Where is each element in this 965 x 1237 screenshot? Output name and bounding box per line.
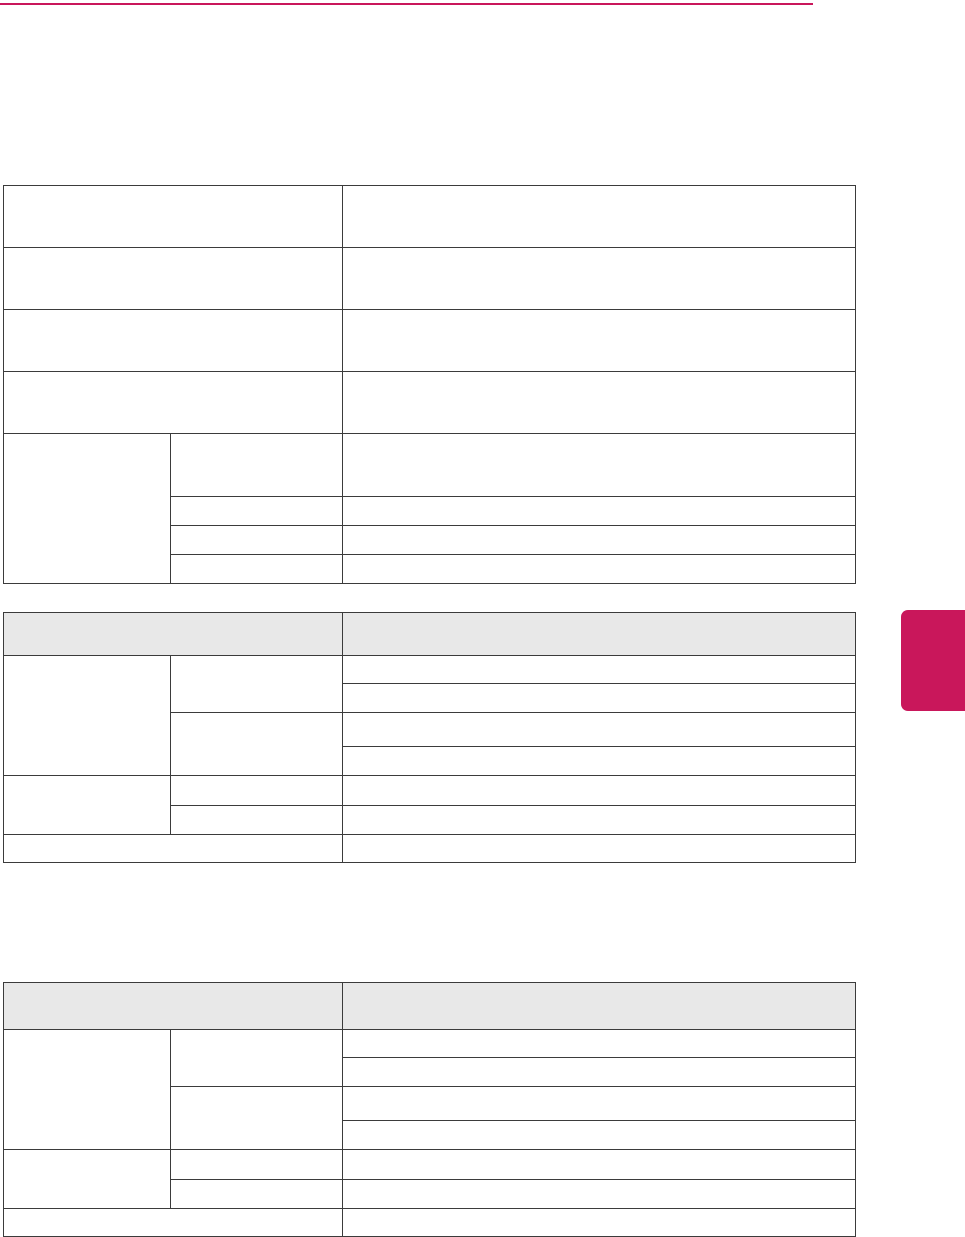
format-value-cell xyxy=(342,1149,856,1180)
spec-label-cell xyxy=(3,371,343,434)
table-row xyxy=(4,746,856,776)
spec-value-cell xyxy=(342,496,856,526)
format-value-cell xyxy=(342,712,856,747)
table-row xyxy=(4,804,856,835)
format-sublabel-cell xyxy=(170,804,343,835)
table-row xyxy=(3,1029,856,1150)
spec-sublabel-cell xyxy=(170,433,343,497)
table-row xyxy=(4,683,856,713)
spec-value-cell xyxy=(342,554,856,584)
format-value-cell xyxy=(342,1120,856,1150)
spec-group-cell xyxy=(3,433,171,584)
table-row xyxy=(3,1208,856,1237)
table-row xyxy=(4,554,856,584)
spec-sublabel-cell xyxy=(170,554,343,584)
column-header-right xyxy=(342,612,856,656)
format-sublabel-cell xyxy=(170,1178,343,1209)
table-row xyxy=(4,1178,856,1209)
format-value-cell xyxy=(342,804,856,835)
format-group-cell xyxy=(3,655,171,776)
table-row xyxy=(4,1120,856,1150)
table-row xyxy=(4,525,856,555)
spec-value-cell xyxy=(342,247,856,310)
spec-sublabel-cell xyxy=(170,496,343,526)
table-row xyxy=(3,775,856,835)
format-sublabel-cell xyxy=(170,655,343,713)
table-row xyxy=(3,834,856,863)
spec-label-cell xyxy=(3,247,343,310)
format-group-cell xyxy=(3,1029,171,1150)
spec-value-cell xyxy=(342,371,856,434)
column-header-left xyxy=(3,982,343,1030)
format-value-cell xyxy=(342,1029,856,1058)
format-group-cell xyxy=(3,775,171,835)
table-header-row xyxy=(3,982,856,1030)
format-group-cell xyxy=(3,1149,171,1209)
format-value-cell xyxy=(342,1208,856,1237)
column-header-left xyxy=(3,612,343,656)
table-row xyxy=(4,1086,856,1150)
spec-label-cell xyxy=(3,309,343,372)
spec-value-cell xyxy=(342,185,856,248)
table-row xyxy=(3,185,856,248)
format-value-cell xyxy=(342,746,856,776)
table-row xyxy=(3,433,856,584)
format-label-cell xyxy=(3,834,343,863)
format-value-cell xyxy=(342,775,856,806)
spec-value-cell xyxy=(342,309,856,372)
format-value-cell xyxy=(342,1178,856,1209)
table-row xyxy=(3,247,856,310)
format-sublabel-cell xyxy=(170,1086,343,1150)
table-row xyxy=(3,1149,856,1209)
format-value-cell xyxy=(342,1057,856,1087)
spec-label-cell xyxy=(3,185,343,248)
page-header-rule xyxy=(0,3,813,5)
format-label-cell xyxy=(3,1208,343,1237)
video-format-table-lower xyxy=(3,982,856,1237)
table-row xyxy=(3,309,856,372)
table-row xyxy=(3,655,856,776)
column-header-right xyxy=(342,982,856,1030)
format-sublabel-cell xyxy=(170,712,343,776)
format-value-cell xyxy=(342,655,856,684)
format-value-cell xyxy=(342,1086,856,1121)
table-row xyxy=(3,371,856,434)
product-spec-table xyxy=(3,185,856,584)
format-sublabel-cell xyxy=(170,1149,343,1180)
table-row xyxy=(4,712,856,776)
spec-value-cell xyxy=(342,525,856,555)
spec-value-cell xyxy=(342,433,856,497)
video-format-table-upper xyxy=(3,612,856,863)
table-header-row xyxy=(3,612,856,656)
format-sublabel-cell xyxy=(170,775,343,806)
chapter-side-tab xyxy=(901,610,965,711)
format-value-cell xyxy=(342,834,856,863)
format-sublabel-cell xyxy=(170,1029,343,1087)
format-value-cell xyxy=(342,683,856,713)
spec-sublabel-cell xyxy=(170,525,343,555)
